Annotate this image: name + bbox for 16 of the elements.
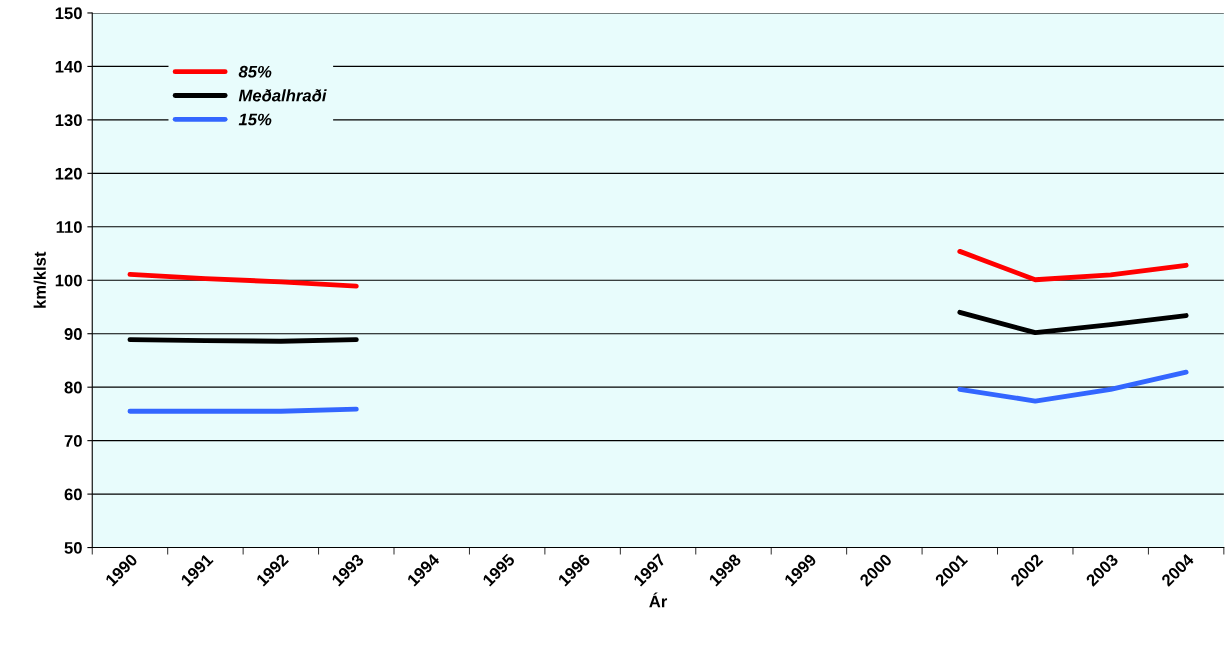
y-tick-label: 100	[55, 274, 82, 287]
y-tick-label: 80	[64, 381, 82, 394]
y-tick-label: 150	[55, 7, 82, 20]
y-tick-label: 60	[64, 488, 82, 501]
legend-label: 85%	[238, 65, 272, 78]
y-tick-label: 50	[64, 541, 82, 554]
legend-label: 15%	[238, 113, 272, 126]
legend-label: Meðalhraði	[238, 89, 327, 102]
x-axis-title: Ár	[649, 592, 668, 608]
y-tick-label: 120	[55, 167, 82, 180]
y-tick-label: 70	[64, 435, 82, 447]
y-tick-label: 130	[55, 114, 82, 127]
y-axis-title: km/klst	[33, 251, 47, 308]
y-tick-label: 90	[64, 328, 82, 340]
y-tick-label: 110	[56, 221, 82, 233]
y-tick-label: 140	[55, 60, 82, 73]
